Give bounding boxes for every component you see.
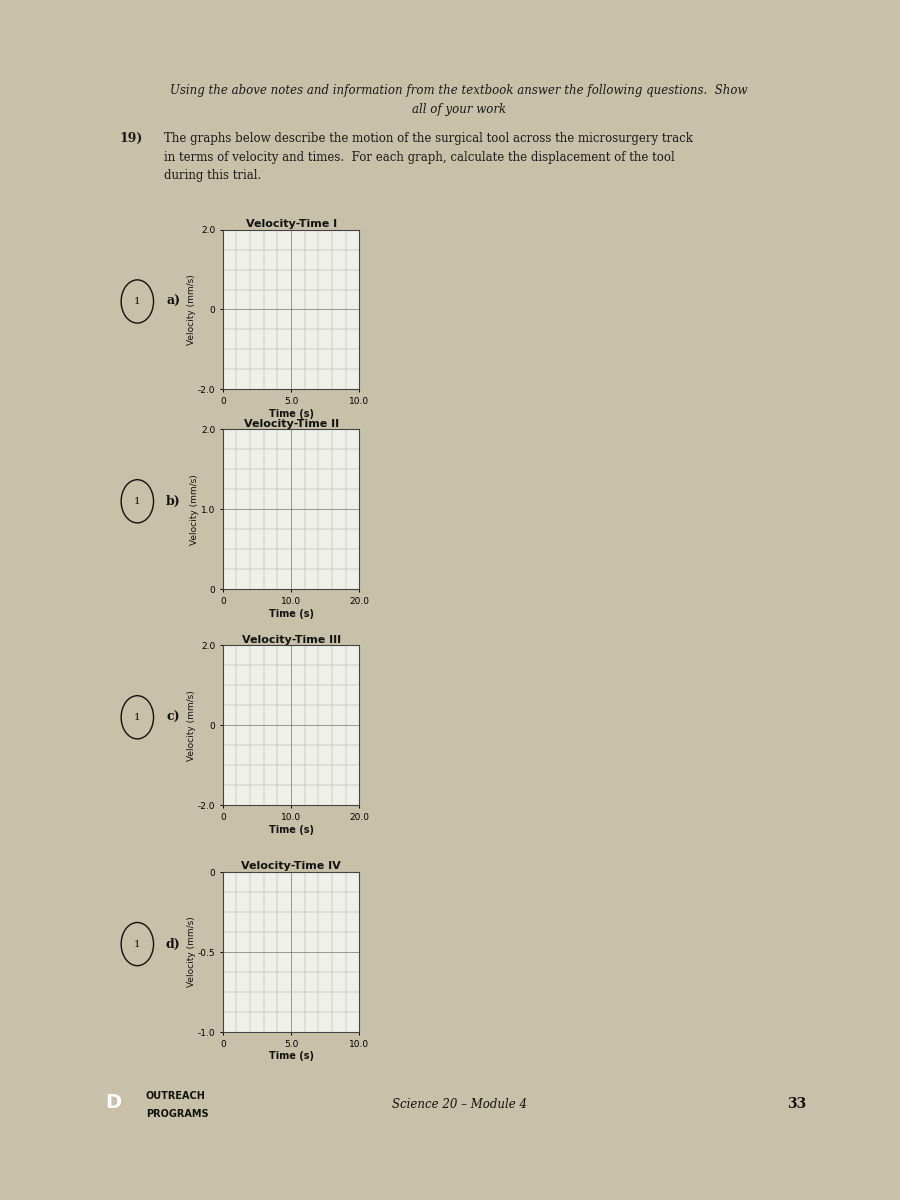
- Text: Using the above notes and information from the textbook answer the following que: Using the above notes and information fr…: [170, 84, 748, 97]
- X-axis label: Time (s): Time (s): [268, 608, 313, 619]
- Y-axis label: Velocity (mm/s): Velocity (mm/s): [187, 690, 196, 761]
- Text: a): a): [166, 295, 180, 308]
- Text: 1: 1: [134, 296, 140, 306]
- Text: 33: 33: [787, 1097, 806, 1111]
- Text: 1: 1: [134, 713, 140, 721]
- Text: b): b): [166, 494, 181, 508]
- Text: 19): 19): [120, 132, 143, 145]
- Y-axis label: Velocity (mm/s): Velocity (mm/s): [187, 917, 196, 988]
- Title: Velocity-Time I: Velocity-Time I: [246, 218, 337, 229]
- X-axis label: Time (s): Time (s): [268, 1051, 313, 1062]
- Text: 1: 1: [134, 940, 140, 948]
- Title: Velocity-Time III: Velocity-Time III: [241, 635, 341, 644]
- Title: Velocity-Time IV: Velocity-Time IV: [241, 862, 341, 871]
- Text: The graphs below describe the motion of the surgical tool across the microsurger: The graphs below describe the motion of …: [164, 132, 693, 145]
- Title: Velocity-Time II: Velocity-Time II: [244, 419, 338, 428]
- Text: Science 20 – Module 4: Science 20 – Module 4: [392, 1098, 526, 1110]
- X-axis label: Time (s): Time (s): [268, 824, 313, 835]
- Text: PROGRAMS: PROGRAMS: [146, 1109, 209, 1118]
- Text: c): c): [166, 710, 180, 724]
- Text: in terms of velocity and times.  For each graph, calculate the displacement of t: in terms of velocity and times. For each…: [164, 151, 675, 163]
- Text: during this trial.: during this trial.: [164, 169, 261, 182]
- Text: 1: 1: [134, 497, 140, 505]
- X-axis label: Time (s): Time (s): [268, 409, 313, 419]
- Text: all of your work: all of your work: [412, 103, 506, 116]
- Y-axis label: Velocity (mm/s): Velocity (mm/s): [191, 474, 200, 545]
- Text: d): d): [166, 937, 181, 950]
- Text: OUTREACH: OUTREACH: [146, 1091, 206, 1100]
- Text: D: D: [105, 1093, 122, 1112]
- Y-axis label: Velocity (mm/s): Velocity (mm/s): [187, 274, 196, 344]
